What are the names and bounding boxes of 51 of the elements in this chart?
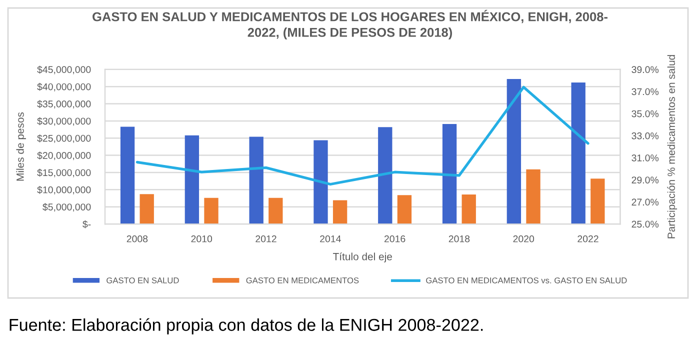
y2-tick-label: 25.0% <box>632 220 659 228</box>
y-tick-label: $35,000,000 <box>37 100 91 109</box>
y2-tick-label: 29.0% <box>632 176 659 184</box>
x-tick-label: 2012 <box>256 235 276 242</box>
y-tick-label: $- <box>82 220 91 228</box>
bar <box>120 126 135 224</box>
bar <box>506 79 522 224</box>
y2-axis-title: Participación % medicamentos en salud <box>667 55 678 238</box>
bar <box>378 127 392 224</box>
y-tick-label: $5,000,000 <box>42 203 91 212</box>
bar <box>314 140 328 224</box>
legend-label: GASTO EN SALUD <box>106 277 179 284</box>
y2-tick-label: 33.0% <box>632 132 659 140</box>
bar <box>184 135 200 224</box>
x-tick-label: 2020 <box>513 235 534 242</box>
bar <box>526 169 540 224</box>
bar <box>397 195 412 224</box>
bar <box>332 200 348 224</box>
y-tick-label: $40,000,000 <box>37 82 91 92</box>
bar <box>462 194 476 224</box>
x-tick-label: 2016 <box>384 235 406 242</box>
y-tick-label: $15,000,000 <box>37 168 91 178</box>
x-tick-label: 2014 <box>320 235 341 242</box>
y-tick-label: $30,000,000 <box>37 117 91 126</box>
source-note: Fuente: Elaboración propia con datos de la ENIGH 2008-2022. <box>10 318 483 334</box>
x-axis-title: Título del eje <box>333 252 392 262</box>
line-series <box>136 86 590 186</box>
y-tick-label: $45,000,000 <box>37 66 91 74</box>
chart-title: GASTO EN SALUD Y MEDICAMENTOS DE LOS HOGARES EN MÉXICO, ENIGH, 2008- 2022, (MILES DE PESOS DE 2018) <box>92 10 608 40</box>
x-tick-label: 2010 <box>191 235 212 242</box>
y-tick-label: $20,000,000 <box>37 152 91 160</box>
legend-label: GASTO EN MEDICAMENTOS vs. GASTO EN SALUD <box>426 277 627 284</box>
bar <box>442 124 457 224</box>
y2-tick-label: 35.0% <box>632 110 659 118</box>
y2-tick-label: 39.0% <box>632 66 659 74</box>
y2-tick-label: 31.0% <box>632 154 659 162</box>
bar <box>268 198 283 224</box>
y-tick-label: $25,000,000 <box>37 134 91 143</box>
y2-tick-label: 37.0% <box>632 88 659 96</box>
bar <box>249 136 264 224</box>
bar <box>571 82 586 224</box>
bar <box>204 198 218 224</box>
y-axis-title: Miles de pesos <box>16 112 26 181</box>
x-tick-label: 2018 <box>448 235 470 242</box>
bar <box>140 194 154 224</box>
legend-label: GASTO EN MEDICAMENTOS <box>246 277 359 284</box>
y2-tick-label: 27.0% <box>632 198 659 206</box>
x-tick-label: 2008 <box>126 235 148 242</box>
x-tick-label: 2022 <box>578 235 598 242</box>
bar <box>590 178 605 224</box>
y-tick-label: $10,000,000 <box>37 186 91 194</box>
